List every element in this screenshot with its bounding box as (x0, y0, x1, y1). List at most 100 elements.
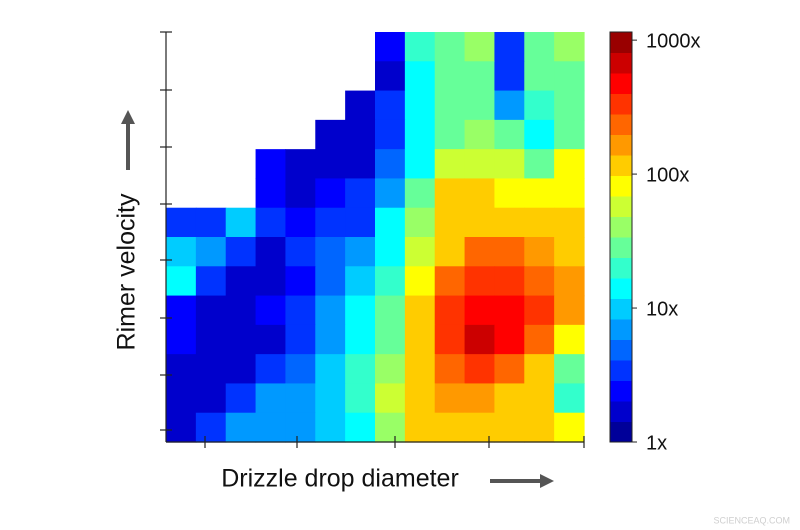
heatmap-cell (494, 383, 525, 414)
heatmap-cell (345, 324, 376, 355)
heatmap-cell (464, 237, 496, 267)
heatmap-cell (554, 412, 585, 443)
heatmap-cell (494, 354, 525, 385)
y-axis-label: Rimer velocity (113, 193, 141, 350)
heatmap-cell (166, 295, 197, 326)
heatmap-cell (195, 295, 227, 326)
heatmap-cell (404, 237, 436, 267)
heatmap-cell (255, 237, 287, 267)
heatmap-cell (494, 295, 525, 326)
heatmap-cell (524, 119, 555, 150)
heatmap-cell (524, 266, 555, 297)
colorbar-band (610, 339, 632, 361)
heatmap-cell (345, 90, 376, 121)
colorbar-band (610, 257, 632, 279)
heatmap-cell (554, 207, 585, 238)
heatmap-cell (195, 207, 227, 238)
heatmap-cell (494, 237, 525, 267)
heatmap-cell (524, 178, 555, 209)
colorbar-band (610, 196, 632, 217)
heatmap-cell (166, 354, 197, 385)
heatmap-cell (554, 149, 585, 180)
heatmap-cell (255, 178, 287, 209)
heatmap-cells (166, 32, 585, 443)
heatmap-cell (434, 149, 466, 180)
colorbar-band (610, 237, 632, 258)
heatmap-cell (285, 383, 316, 414)
heatmap-cell (434, 383, 466, 414)
colorbar-band (610, 52, 632, 74)
heatmap-cell (255, 383, 287, 414)
heatmap-cell (285, 178, 316, 209)
heatmap-cell (524, 354, 555, 385)
heatmap-cell (315, 324, 346, 355)
heatmap-cell (404, 266, 436, 297)
colorbar-band (610, 380, 632, 402)
colorbar-band (610, 114, 632, 135)
heatmap-cell (434, 119, 466, 150)
heatmap-cell (166, 207, 197, 238)
heatmap-cell (315, 295, 346, 326)
heatmap-cell (225, 266, 257, 297)
heatmap-cell (524, 237, 555, 267)
heatmap-cell (554, 90, 585, 121)
heatmap-cell (315, 266, 346, 297)
heatmap-cell (464, 149, 496, 180)
heatmap-cell (195, 383, 227, 414)
heatmap-cell (404, 207, 436, 238)
heatmap-cell (166, 383, 197, 414)
heatmap-cell (404, 354, 436, 385)
heatmap-cell (494, 412, 525, 443)
heatmap-cell (285, 295, 316, 326)
heatmap-cell (524, 207, 555, 238)
heatmap-cell (315, 207, 346, 238)
heatmap-cell (524, 149, 555, 180)
colorbar-tick-label: 10x (646, 298, 678, 320)
heatmap-cell (494, 61, 525, 92)
heatmap-cell (225, 383, 257, 414)
heatmap-cell (434, 266, 466, 297)
colorbar-band (610, 134, 632, 156)
heatmap-cell (345, 295, 376, 326)
heatmap-cell (554, 383, 585, 414)
heatmap-cell (375, 207, 406, 238)
heatmap-cell (464, 32, 496, 62)
heatmap-cell (464, 354, 496, 385)
heatmap-cell (166, 324, 197, 355)
heatmap-cell (404, 61, 436, 92)
heatmap-cell (554, 61, 585, 92)
heatmap-cell (285, 149, 316, 180)
heatmap-cell (225, 354, 257, 385)
colorbar-band (610, 73, 632, 94)
heatmap-cell (225, 207, 257, 238)
heatmap-cell (255, 295, 287, 326)
heatmap-cell (434, 324, 466, 355)
heatmap-cell (225, 237, 257, 267)
heatmap-cell (464, 61, 496, 92)
heatmap-cell (524, 383, 555, 414)
colorbar-band (610, 175, 632, 197)
heatmap-cell (464, 295, 496, 326)
heatmap-cell (166, 266, 197, 297)
heatmap-cell (524, 32, 555, 62)
heatmap-cell (375, 412, 406, 443)
heatmap-cell (434, 178, 466, 209)
heatmap-cell (404, 295, 436, 326)
heatmap-cell (494, 178, 525, 209)
heatmap-cell (195, 354, 227, 385)
heatmap-cell (375, 354, 406, 385)
heatmap-cell (225, 412, 257, 443)
heatmap-cell (404, 383, 436, 414)
heatmap-cell (494, 90, 525, 121)
heatmap-cell (315, 412, 346, 443)
heatmap-cell (195, 412, 227, 443)
heatmap-cell (494, 207, 525, 238)
heatmap-cell (494, 149, 525, 180)
heatmap-cell (285, 324, 316, 355)
heatmap-cell (375, 119, 406, 150)
heatmap-cell (255, 324, 287, 355)
heatmap-cell (375, 295, 406, 326)
heatmap-cell (404, 324, 436, 355)
heatmap-cell (315, 354, 346, 385)
heatmap-cell (434, 412, 466, 443)
